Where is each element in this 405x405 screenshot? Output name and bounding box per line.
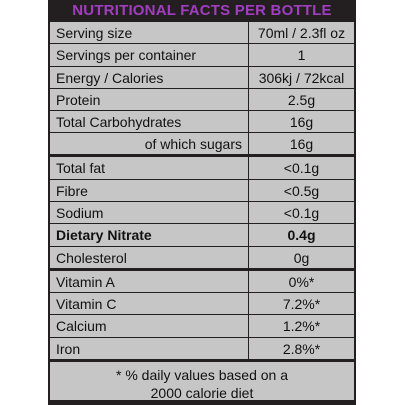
row-sugars: of which sugars 16g [50,133,354,158]
footnote-line-2: 2000 calorie diet [150,384,254,401]
row-value: 0%* [288,273,315,290]
row-label: Iron [50,337,249,359]
footnote-line-1: * % daily values based on a [116,366,288,383]
row-label: Total Carbohydrates [50,111,249,133]
row-cholesterol: Cholesterol 0g [50,246,354,271]
row-value: <0.1g [283,205,320,222]
row-value: 7.2%* [282,295,321,312]
row-serving-size: Serving size 70ml / 2.3fl oz [50,22,354,45]
row-value: 2.5g [287,91,316,108]
row-vitamin-a: Vitamin A 0%* [50,270,354,293]
row-label: of which sugars [50,133,249,155]
row-value: 70ml / 2.3fl oz [257,25,346,41]
row-iron: Iron 2.8%* [50,337,354,362]
row-total-fat: Total fat <0.1g [50,157,354,180]
row-total-carbohydrates: Total Carbohydrates 16g [50,111,354,134]
row-calcium: Calcium 1.2%* [50,315,354,338]
row-label: Dietary Nitrate [50,224,249,246]
row-label: Vitamin C [50,292,249,315]
row-label: Total fat [50,157,249,179]
row-value: 1 [297,47,306,64]
nutrition-facts-panel: NUTRITIONAL FACTS PER BOTTLE Serving siz… [48,0,356,405]
row-label: Vitamin A [50,270,249,292]
row-label: Sodium [50,202,249,224]
row-value: 306kj / 72kcal [258,69,345,86]
nutrition-title: NUTRITIONAL FACTS PER BOTTLE [72,2,332,19]
row-value: 0.4g [287,227,316,244]
row-label: Servings per container [50,44,249,66]
row-label: Protein [50,88,249,111]
row-value: <0.5g [283,182,320,199]
row-label: Energy / Calories [50,66,249,88]
row-label: Serving size [50,22,249,44]
row-dietary-nitrate: Dietary Nitrate 0.4g [50,224,354,247]
row-fibre: Fibre <0.5g [50,179,354,203]
row-servings-per-container: Servings per container 1 [50,44,354,67]
row-label: Calcium [50,315,249,337]
row-vitamin-c: Vitamin C 7.2%* [50,292,354,316]
row-sodium: Sodium <0.1g [50,202,354,225]
row-label: Cholesterol [50,246,249,268]
row-value: 16g [289,114,314,131]
row-value: 2.8%* [282,340,321,357]
row-value: <0.1g [283,160,320,177]
daily-values-footnote: * % daily values based on a 2000 calorie… [50,361,354,401]
nutrition-table: Serving size 70ml / 2.3fl oz Servings pe… [50,22,354,401]
row-value: 1.2%* [282,318,321,335]
row-label: Fibre [50,179,249,202]
row-protein: Protein 2.5g [50,88,354,112]
row-value: 16g [289,136,314,153]
row-energy: Energy / Calories 306kj / 72kcal [50,66,354,89]
row-value: 0g [293,249,310,266]
